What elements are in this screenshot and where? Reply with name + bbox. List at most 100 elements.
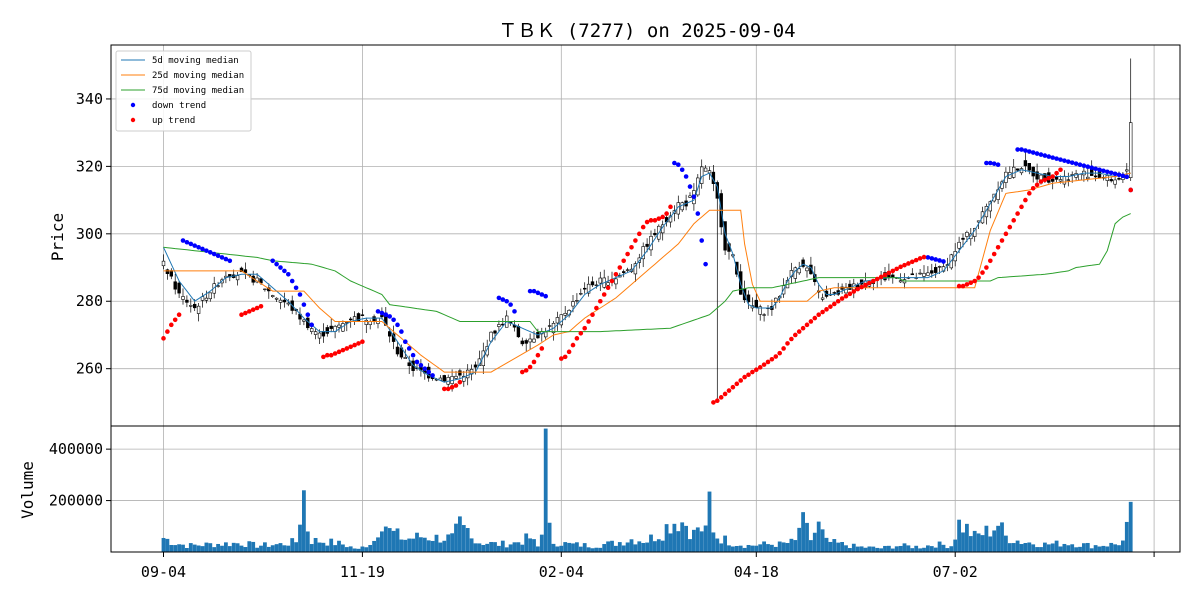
candle-body — [208, 292, 212, 300]
volume-bar — [422, 537, 427, 552]
up-trend-dot — [172, 317, 178, 323]
legend: 5d moving median 25d moving median 75d m… — [115, 50, 252, 132]
up-trend-dot — [824, 307, 829, 312]
x-tick-label: 04-18 — [734, 563, 779, 581]
volume-bar — [961, 532, 965, 552]
candle-body — [930, 270, 934, 274]
down-trend-dot — [223, 256, 229, 262]
down-trend-dot — [1120, 173, 1126, 179]
up-trend-dot — [445, 386, 451, 392]
volume-tick-label: 200000 — [49, 492, 103, 510]
up-trend-dot — [453, 383, 459, 388]
up-trend-dot — [796, 329, 802, 334]
down-trend-dot — [301, 302, 307, 307]
up-trend-dot — [1019, 204, 1024, 210]
candle-body — [594, 284, 599, 287]
volume-axis-label: Volume — [18, 461, 37, 519]
x-tick-label: 09-04 — [141, 563, 186, 581]
volume-bar — [980, 535, 985, 552]
volume-bar — [699, 531, 704, 552]
volume-bar — [395, 528, 400, 552]
candle-body — [193, 303, 197, 309]
volume-bar — [1031, 544, 1036, 552]
up-trend-dot — [754, 367, 759, 372]
candle-body — [543, 331, 548, 338]
up-trend-dot — [976, 275, 981, 280]
volume-bar — [536, 546, 540, 552]
candle-body — [965, 231, 969, 237]
down-trend-dot — [309, 322, 315, 328]
volume-bar — [1000, 522, 1004, 552]
up-trend-dot — [574, 336, 580, 341]
volume-bar — [614, 545, 618, 552]
volume-bar — [255, 547, 259, 552]
volume-bar — [555, 546, 560, 552]
candle-body — [516, 326, 521, 338]
volume-bar — [1078, 546, 1082, 552]
down-trend-dot — [379, 310, 385, 316]
volume-bar — [1085, 542, 1090, 552]
up-trend-dot — [348, 344, 354, 350]
legend-down-label: down trend — [152, 101, 206, 111]
candle-body — [395, 346, 400, 355]
candle-body — [278, 299, 283, 303]
volume-bar — [1058, 546, 1063, 552]
volume-bar — [1023, 543, 1028, 552]
volume-bar — [1124, 521, 1129, 552]
down-trend-dot — [403, 339, 408, 345]
volume-bar — [582, 543, 587, 552]
volume-bar — [454, 523, 458, 552]
up-trend-dot — [169, 322, 174, 328]
candle-body — [1054, 176, 1059, 180]
up-trend-dot — [711, 400, 716, 405]
up-trend-dot — [847, 291, 853, 297]
candle-body — [1051, 178, 1055, 182]
volume-bar — [871, 546, 876, 552]
down-trend-dot — [991, 161, 997, 166]
candle-body — [181, 296, 185, 300]
volume-bar — [578, 546, 583, 552]
down-trend-dot — [1046, 154, 1052, 159]
candle-body — [723, 221, 727, 251]
candle-body — [376, 317, 380, 324]
up-trend-dot — [894, 266, 899, 272]
volume-bar — [305, 531, 310, 552]
candle-body — [805, 267, 809, 272]
volume-bar — [165, 538, 170, 552]
up-trend-dot — [523, 368, 529, 373]
up-trend-dot — [176, 312, 182, 318]
volume-bar — [419, 537, 423, 552]
volume-bar — [824, 537, 829, 552]
candle-body — [1105, 175, 1110, 181]
volume-bar — [1004, 535, 1008, 552]
candle-body — [161, 260, 166, 267]
candle-body — [555, 317, 560, 324]
volume-bar — [965, 523, 969, 552]
up-trend-dot — [964, 282, 970, 287]
up-trend-dot — [640, 224, 646, 230]
up-trend-dot — [988, 258, 993, 264]
down-trend-dot — [430, 373, 435, 378]
volume-bar — [458, 516, 462, 552]
up-trend-dot — [769, 356, 775, 362]
candle-body — [524, 340, 528, 344]
volume-bar — [832, 539, 837, 552]
volume-bar — [914, 545, 919, 552]
down-trend-dot — [925, 255, 931, 260]
candle-body — [957, 241, 961, 249]
volume-bar — [711, 532, 716, 552]
down-trend-dot — [426, 369, 432, 375]
up-trend-dot — [586, 319, 591, 324]
up-trend-dot — [999, 238, 1005, 243]
up-trend-dot — [859, 284, 864, 290]
up-trend-dot — [566, 349, 572, 355]
volume-bar — [621, 545, 626, 552]
candle-body — [485, 346, 489, 356]
up-trend-dot — [1027, 191, 1032, 196]
volume-bar — [196, 545, 201, 552]
candle-body — [832, 292, 837, 294]
candle-body — [820, 297, 825, 300]
down-trend-dot — [1073, 161, 1079, 166]
down-trend-dot — [196, 245, 201, 250]
volume-bar — [559, 545, 564, 552]
